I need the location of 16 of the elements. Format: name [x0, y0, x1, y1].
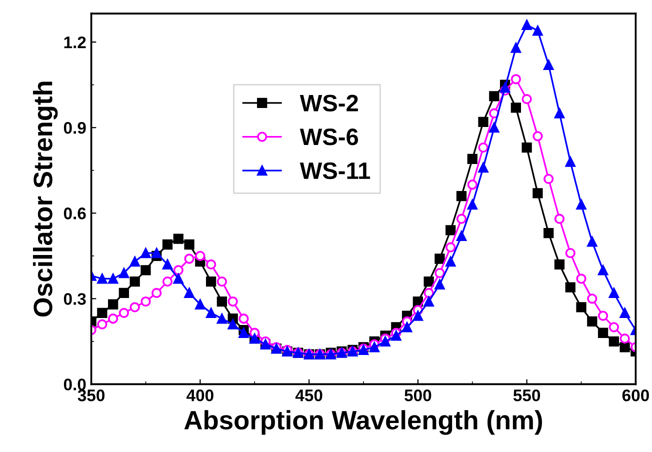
x-tick-label: 400 — [186, 390, 214, 402]
x-tick-label: 550 — [513, 390, 540, 402]
legend-label: WS-6 — [300, 128, 358, 146]
legend-label: WS-2 — [300, 94, 358, 112]
y-tick-label: 1.2 — [64, 36, 86, 48]
legend-label: WS-11 — [300, 162, 370, 180]
x-tick-label: 350 — [78, 390, 104, 402]
y-tick-label: 0.6 — [64, 208, 86, 220]
y-tick-label: 0.3 — [64, 293, 86, 305]
x-axis-title: Absorption Wavelength (nm) — [184, 410, 542, 435]
y-tick-label: 0.0 — [64, 378, 86, 390]
y-axis-title: Oscillator Strength — [32, 82, 58, 317]
x-tick-label: 500 — [404, 390, 432, 402]
y-tick-label: 0.9 — [64, 122, 86, 134]
x-tick-label: 450 — [295, 390, 322, 402]
x-tick-label: 600 — [622, 390, 649, 402]
